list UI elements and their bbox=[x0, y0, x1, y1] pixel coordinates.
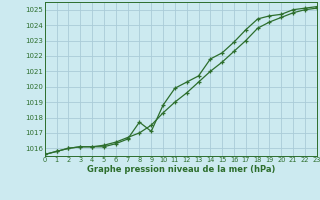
X-axis label: Graphe pression niveau de la mer (hPa): Graphe pression niveau de la mer (hPa) bbox=[87, 165, 275, 174]
